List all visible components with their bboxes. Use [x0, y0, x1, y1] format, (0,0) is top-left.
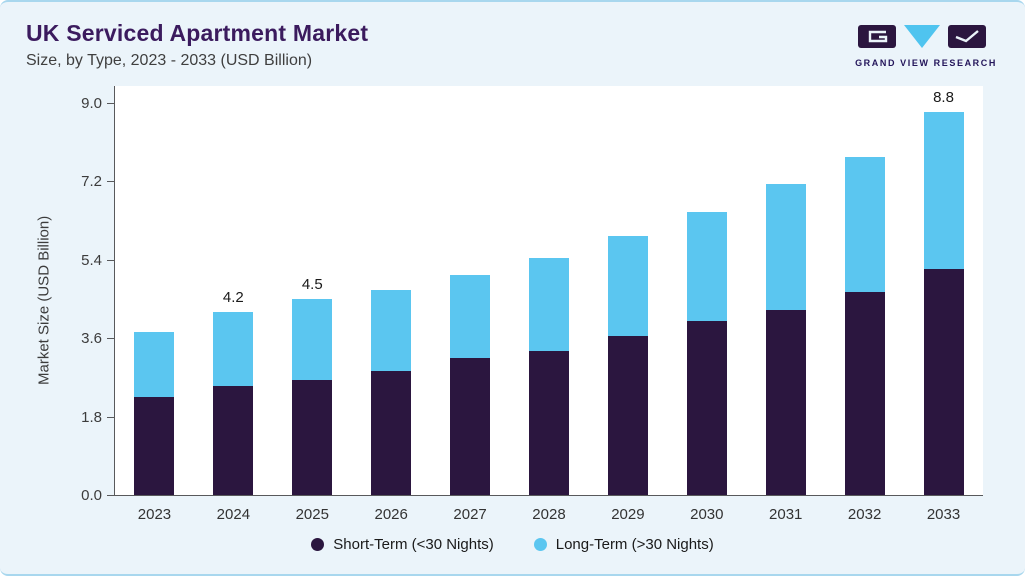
bar-group-2032: 2032: [825, 103, 904, 523]
logo-text: GRAND VIEW RESEARCH: [855, 58, 997, 68]
page-subtitle: Size, by Type, 2023 - 2033 (USD Billion): [26, 52, 313, 69]
bar-segment-long-term: [607, 235, 648, 337]
x-axis-label: 2032: [847, 506, 882, 523]
bar-segment-short-term: [134, 397, 175, 495]
y-tick-label: 0.0: [81, 487, 102, 504]
bar-segment-short-term: [213, 386, 254, 495]
bar-segment-short-term: [765, 309, 806, 495]
bar-group-2023: 2023: [115, 103, 194, 523]
bar-segment-short-term: [844, 292, 885, 495]
plot-background: 2023 4.2 2024 4.5 2025 2026 2027 2028 2029 2030 20…: [114, 86, 983, 523]
y-axis-title: Market Size (USD Billion): [35, 215, 53, 385]
x-axis-label: 2024: [216, 506, 251, 523]
bar-segment-short-term: [923, 268, 964, 495]
x-axis-label: 2025: [295, 506, 329, 523]
bar-segment-short-term: [292, 379, 333, 495]
header-titles: UK Serviced Apartment Market Size, by Ty…: [26, 20, 368, 70]
y-tick-label: 9.0: [81, 95, 102, 112]
logo: GRAND VIEW RESEARCH: [855, 20, 997, 68]
bar-segment-long-term: [528, 257, 569, 352]
y-tick-label: 1.8: [81, 408, 102, 426]
x-axis-label: 2026: [374, 506, 408, 523]
y-axis: 0.0 1.8 3.6 5.4 7.2 9.0: [58, 95, 114, 504]
x-axis-label: 2031: [769, 506, 803, 523]
bar-segment-long-term: [765, 183, 806, 310]
y-tick-label: 3.6: [81, 330, 102, 348]
chart: Market Size (USD Billion) 0.0 1.8 3.6 5.4 7.…: [0, 86, 1025, 523]
bar-value-label: 4.2: [222, 289, 244, 307]
y-tick-mark: [107, 416, 114, 418]
bar-segment-long-term: [134, 331, 175, 397]
bar-segment-short-term: [528, 351, 569, 495]
page-title: UK Serviced Apartment Market: [26, 20, 369, 46]
bar-segment-short-term: [450, 357, 491, 495]
y-tick-label: 5.4: [81, 251, 102, 269]
x-axis-label: 2029: [611, 506, 645, 523]
bar-segment-short-term: [607, 336, 648, 495]
bar-group-2031: 2031: [746, 103, 825, 523]
legend-item: Long-Term (>30 Nights): [533, 536, 714, 553]
x-axis-label: 2023: [137, 506, 172, 523]
legend-swatch: [533, 538, 547, 551]
header: UK Serviced Apartment Market Size, by Ty…: [0, 2, 1025, 76]
bar-group-2024: 4.2 2024: [194, 103, 273, 523]
x-axis-label: 2033: [926, 506, 961, 523]
bar-group-2026: 2026: [352, 103, 431, 523]
bar-segment-long-term: [844, 157, 885, 293]
bar-group-2028: 2028: [510, 103, 589, 523]
y-tick-mark: [107, 495, 114, 496]
y-tick-mark: [107, 181, 114, 183]
x-axis-label: 2028: [532, 506, 566, 523]
bar-group-2033: 8.8 2033: [904, 89, 983, 523]
bar-segment-short-term: [371, 370, 412, 495]
x-axis-label: 2027: [453, 506, 487, 523]
bar-group-2030: 2030: [667, 103, 746, 523]
bar-segment-long-term: [923, 111, 964, 269]
bar-segment-long-term: [686, 211, 727, 321]
y-tick-mark: [107, 259, 114, 261]
x-axis-label: 2030: [690, 506, 724, 523]
bar-segment-short-term: [686, 320, 727, 495]
y-tick-mark: [107, 338, 114, 340]
bar-group-2027: 2027: [431, 103, 510, 523]
bar-segment-long-term: [213, 312, 254, 387]
bar-value-label: 4.5: [301, 276, 323, 293]
bar-group-2025: 4.5 2025: [273, 103, 352, 523]
bar-value-label: 8.8: [933, 88, 954, 106]
y-tick-label: 7.2: [81, 173, 102, 191]
logo-mark: [858, 25, 987, 48]
bar-segment-long-term: [292, 299, 333, 380]
legend-label: Long-Term (>30 Nights): [555, 536, 714, 553]
legend-item: Short-Term (<30 Nights): [311, 536, 494, 553]
plot-area: 2023 4.2 2024 4.5 2025 2026 2027 2028 2029 2030 20…: [115, 89, 983, 523]
legend: Short-Term (<30 Nights) Long-Term (>30 Ni…: [0, 536, 1025, 553]
bar-segment-long-term: [371, 290, 412, 371]
legend-label: Short-Term (<30 Nights): [333, 536, 494, 553]
bar-group-2029: 2029: [588, 103, 667, 523]
y-tick-mark: [107, 103, 114, 104]
bar-segment-long-term: [450, 275, 491, 358]
legend-swatch: [311, 538, 325, 551]
